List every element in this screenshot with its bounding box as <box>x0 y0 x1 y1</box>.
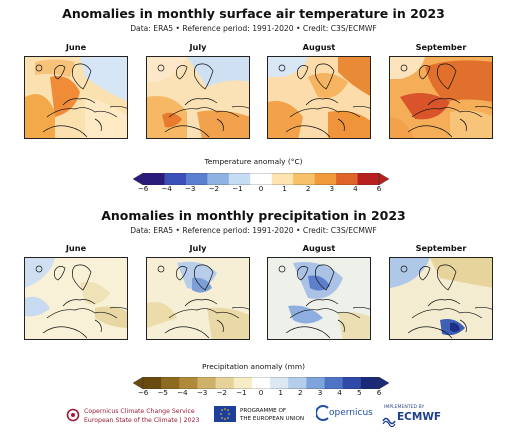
temp-map-august <box>267 56 371 139</box>
temp-month-june: June <box>65 42 87 52</box>
precip-colorbar-segment <box>215 377 235 389</box>
precip-colorbar-tick-label: 4 <box>337 388 342 397</box>
precip-colorbar-segment <box>233 377 253 389</box>
temperature-title: Anomalies in monthly surface air tempera… <box>62 6 445 21</box>
precip-colorbar-tick-label: 3 <box>317 388 323 397</box>
temp-colorbar-segment <box>207 173 230 185</box>
precip-month-september: September <box>415 243 467 253</box>
temp-colorbar-tick-label: 6 <box>376 184 382 193</box>
precip-colorbar-segment <box>251 377 271 389</box>
precip-colorbar-segment <box>288 377 307 389</box>
temp-colorbar-tick-label: −4 <box>161 184 172 193</box>
temp-colorbar-tick-label: −1 <box>232 184 243 193</box>
temp-colorbar-tick-label: 2 <box>305 184 311 193</box>
precip-map-july <box>146 257 250 340</box>
temp-colorbar-segment <box>271 173 294 185</box>
precip-colorbar-tick-label: −4 <box>177 388 188 397</box>
temp-month-july: July <box>189 42 207 52</box>
temp-colorbar-tick-label: −6 <box>137 184 149 193</box>
temp-map-july <box>146 56 250 139</box>
precip-month-june: June <box>65 243 87 253</box>
implemented-by: IMPLEMENTED BY <box>384 405 425 410</box>
temp-colorbar-ticks: −6 −4 −3 −2 −1 0 1 2 3 4 6 <box>133 184 389 194</box>
precip-colorbar-segment <box>197 377 216 389</box>
precip-colorbar-tick-label: 2 <box>298 388 303 397</box>
precip-map-september <box>389 257 493 340</box>
temp-colorbar-tick-label: 1 <box>282 184 287 193</box>
precip-colorbar-tick-label: −2 <box>216 388 227 397</box>
precip-colorbar-tick-label: 5 <box>357 388 362 397</box>
precip-colorbar-label: Precipitation anomaly (mm) <box>202 362 305 371</box>
temp-map-june <box>24 56 128 139</box>
eu-line1: PROGRAMME OF <box>240 408 287 414</box>
copernicus-c3s-logo-icon <box>66 407 80 426</box>
temp-month-september: September <box>415 42 467 52</box>
precip-colorbar-segment <box>270 377 289 389</box>
precip-map-august <box>267 257 371 340</box>
precip-month-august: August <box>302 243 336 253</box>
temp-colorbar-segment <box>164 173 187 185</box>
precip-colorbar-tick-label: −3 <box>196 388 208 397</box>
temp-colorbar-segment <box>336 173 358 185</box>
precip-colorbar-tick-label: 1 <box>278 388 283 397</box>
precip-colorbar <box>132 374 390 393</box>
temp-colorbar-segment <box>143 173 165 185</box>
precip-colorbar-tick-label: −6 <box>137 388 149 397</box>
temp-colorbar-segment <box>228 173 251 185</box>
copernicus-line2: European State of the Climate | 2023 <box>84 417 200 424</box>
eu-flag-icon <box>214 406 236 426</box>
precip-colorbar-segment <box>342 377 362 389</box>
temp-colorbar-segment <box>250 173 273 185</box>
precipitation-subtitle: Data: ERA5 • Reference period: 1991-2020… <box>130 226 377 235</box>
precipitation-title: Anomalies in monthly precipitation in 20… <box>101 208 406 223</box>
precip-colorbar-segment <box>143 377 162 389</box>
copernicus-logo-text: opernicus <box>329 408 373 418</box>
precip-colorbar-tick-label: −5 <box>157 388 168 397</box>
temp-colorbar <box>132 170 390 189</box>
temp-colorbar-segment <box>293 173 315 185</box>
precip-colorbar-ticks: −6 −5 −4 −3 −2 −1 0 1 2 3 4 5 6 <box>133 388 389 398</box>
ecmwf-text: ECMWF <box>397 411 442 423</box>
temp-colorbar-tick-label: −3 <box>184 184 196 193</box>
precip-colorbar-segment <box>306 377 325 389</box>
precip-map-june <box>24 257 128 340</box>
precip-colorbar-tick-label: 0 <box>258 388 264 397</box>
precip-colorbar-segment <box>161 377 180 389</box>
temp-colorbar-tick-label: 3 <box>329 184 335 193</box>
temp-colorbar-segment <box>314 173 337 185</box>
precip-month-july: July <box>189 243 207 253</box>
temperature-subtitle: Data: ERA5 • Reference period: 1991-2020… <box>130 24 377 33</box>
temp-colorbar-tick-label: 4 <box>353 184 358 193</box>
precip-colorbar-tick-label: −1 <box>236 388 247 397</box>
eu-line2: THE EUROPEAN UNION <box>240 416 305 422</box>
copernicus-logo-icon <box>315 405 330 425</box>
precip-colorbar-segment <box>360 377 380 389</box>
temp-map-september <box>389 56 493 139</box>
temp-colorbar-tick-label: −2 <box>208 184 220 193</box>
temp-colorbar-label: Temperature anomaly (°C) <box>204 157 303 166</box>
temp-month-august: August <box>302 42 336 52</box>
precip-colorbar-segment <box>179 377 198 389</box>
temp-colorbar-segment <box>357 173 380 185</box>
temp-colorbar-tick-label: 0 <box>258 184 264 193</box>
precip-colorbar-segment <box>324 377 343 389</box>
temp-colorbar-segment <box>185 173 208 185</box>
precip-colorbar-tick-label: 6 <box>376 388 382 397</box>
copernicus-line1: Copernicus Climate Change Service <box>84 408 195 415</box>
ecmwf-logo-icon <box>382 412 396 431</box>
